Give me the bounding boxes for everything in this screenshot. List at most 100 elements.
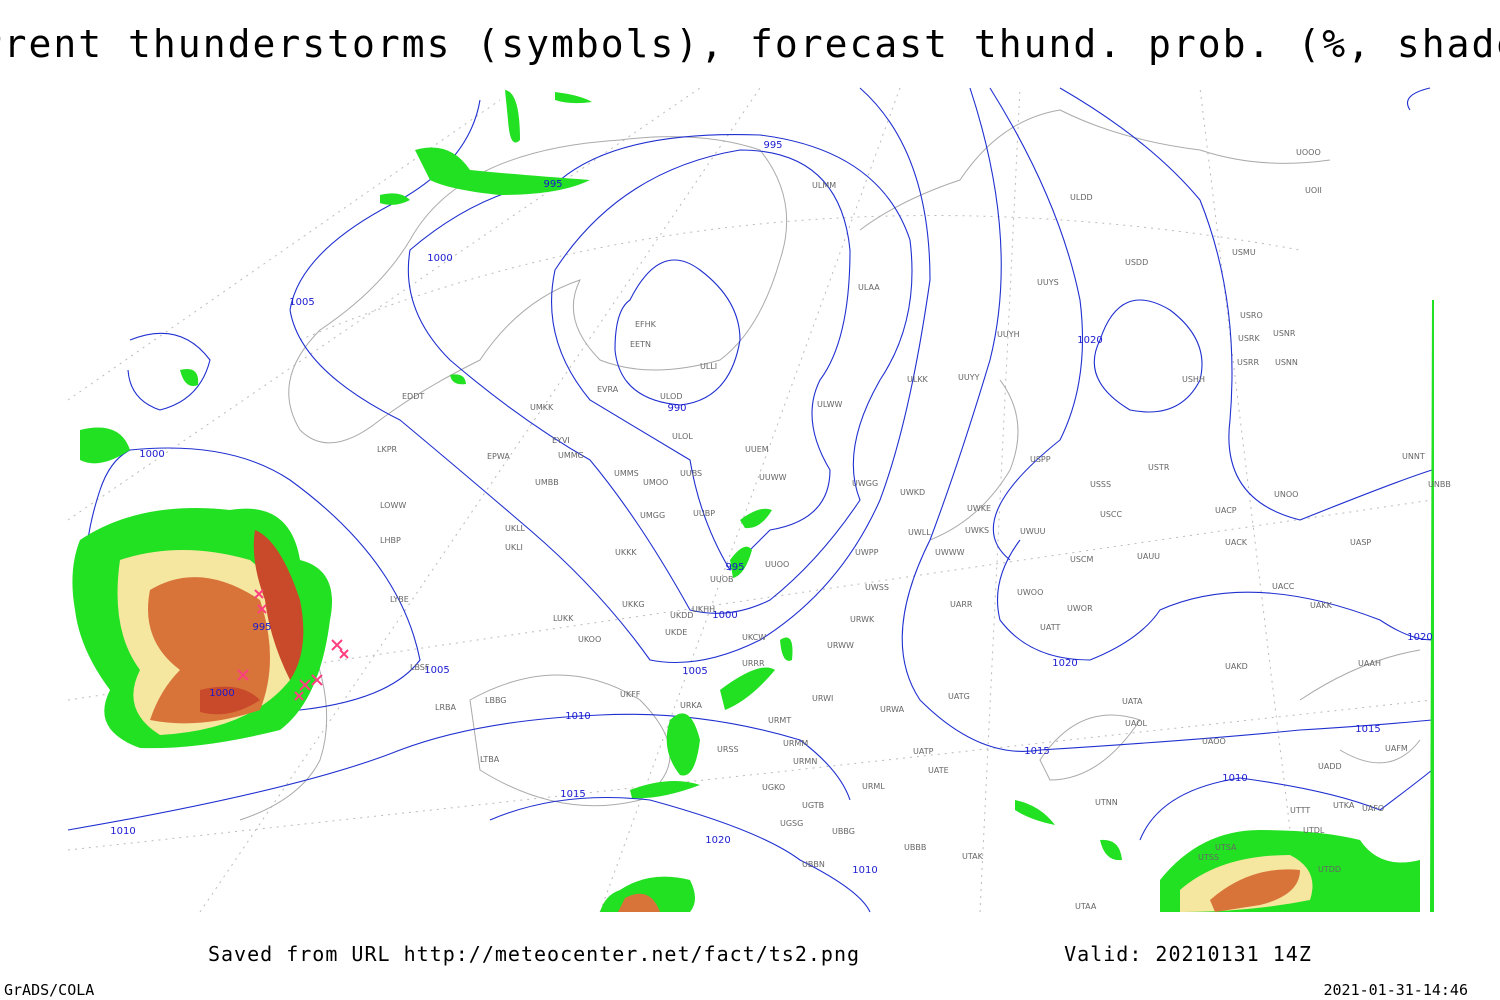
- station-code: LOWW: [380, 501, 406, 510]
- station-code: UTAA: [1075, 902, 1097, 911]
- station-code: UTKA: [1333, 801, 1355, 810]
- station-code: UWOO: [1017, 588, 1043, 597]
- station-code: UAKD: [1225, 662, 1248, 671]
- station-code: USSS: [1090, 480, 1111, 489]
- station-code: EETN: [630, 340, 651, 349]
- source-url: Saved from URL http://meteocenter.net/fa…: [208, 942, 860, 966]
- timestamp: 2021-01-31-14:46: [1324, 981, 1469, 999]
- station-code: UATT: [1040, 623, 1060, 632]
- station-code: UMKK: [530, 403, 554, 412]
- station-code: UUOO: [765, 560, 789, 569]
- station-code: UAUU: [1137, 552, 1160, 561]
- station-code: ULKK: [907, 375, 929, 384]
- station-code: UTTT: [1290, 806, 1310, 815]
- station-code: UKKK: [615, 548, 637, 557]
- station-code: ULWW: [817, 400, 842, 409]
- software: GrADS/COLA: [4, 981, 94, 999]
- isobar-label: 1000: [209, 688, 234, 699]
- isobar-label: 1000: [712, 610, 737, 621]
- station-code: UAFO: [1362, 804, 1384, 813]
- isobar-label: 1020: [705, 835, 730, 846]
- station-code: UNNT: [1402, 452, 1425, 461]
- station-code: URWA: [880, 705, 905, 714]
- station-code: EYVI: [552, 436, 570, 445]
- station-code: UUBP: [693, 509, 715, 518]
- station-code: UWWW: [935, 548, 965, 557]
- station-code: USDD: [1125, 258, 1148, 267]
- station-code: EDDT: [402, 392, 424, 401]
- station-code: ULLI: [700, 362, 717, 371]
- station-code: URKA: [680, 701, 703, 710]
- station-code: USNR: [1273, 329, 1296, 338]
- station-code: USHH: [1182, 375, 1205, 384]
- station-code: UNBB: [1428, 480, 1451, 489]
- station-code: UKLL: [505, 524, 526, 533]
- station-code: UATP: [913, 747, 934, 756]
- isobar-label: 1010: [565, 711, 590, 722]
- station-code: URML: [862, 782, 885, 791]
- station-code: UUYS: [1037, 278, 1059, 287]
- station-code: UWLL: [908, 528, 931, 537]
- station-code: UNOO: [1274, 490, 1298, 499]
- station-code: UWUU: [1020, 527, 1046, 536]
- station-code: UUBS: [680, 469, 702, 478]
- station-code: UKOO: [578, 635, 601, 644]
- thunderstorm-symbols: [237, 589, 349, 701]
- station-code: UBBN: [802, 860, 825, 869]
- station-code: UMMS: [614, 469, 639, 478]
- isobar-label: 1010: [1222, 773, 1247, 784]
- station-code: UAOL: [1125, 719, 1147, 728]
- station-code: USTR: [1148, 463, 1170, 472]
- station-code: ULAA: [858, 283, 880, 292]
- station-code: URSS: [717, 745, 739, 754]
- map-labels: 995 995 1000 1005 990 1020 1000 995 1000 1005 1005…: [110, 140, 1451, 911]
- isobar-label: 1000: [427, 253, 452, 264]
- station-code: UATG: [948, 692, 970, 701]
- station-code: UGTB: [802, 801, 824, 810]
- isobar-label: 990: [667, 403, 686, 414]
- station-code: UKCW: [742, 633, 766, 642]
- station-code: UMGG: [640, 511, 665, 520]
- isobar-label: 1015: [1355, 724, 1380, 735]
- station-code: LYBE: [390, 595, 409, 604]
- station-code: UWSS: [865, 583, 889, 592]
- station-code: UKKG: [622, 600, 645, 609]
- station-code: LKPR: [377, 445, 398, 454]
- station-code: LHBP: [380, 536, 401, 545]
- station-code: LRBA: [435, 703, 457, 712]
- station-code: UTSS: [1198, 853, 1219, 862]
- station-code: UUYY: [958, 373, 980, 382]
- graticule: [67, 87, 1433, 913]
- station-code: URMN: [793, 757, 817, 766]
- station-code: UUEM: [745, 445, 769, 454]
- station-code: UACC: [1272, 582, 1295, 591]
- station-code: USCC: [1100, 510, 1123, 519]
- station-code: UADD: [1318, 762, 1342, 771]
- station-code: ULMM: [812, 181, 836, 190]
- station-code: ULOD: [660, 392, 682, 401]
- station-code: UUYH: [997, 330, 1020, 339]
- station-code: URMM: [783, 739, 808, 748]
- isobar-label: 995: [252, 622, 271, 633]
- station-code: URWW: [827, 641, 854, 650]
- isobar-label: 1015: [1024, 746, 1049, 757]
- isobar-label: 995: [763, 140, 782, 151]
- station-code: UACK: [1225, 538, 1248, 547]
- station-code: LTBA: [480, 755, 500, 764]
- station-code: UMMG: [558, 451, 584, 460]
- station-code: UKFF: [620, 690, 641, 699]
- isobar-label: 1020: [1052, 658, 1077, 669]
- isobar-label: 1000: [139, 449, 164, 460]
- station-code: UATE: [928, 766, 949, 775]
- station-code: UWKS: [965, 526, 989, 535]
- station-code: UWGG: [852, 479, 878, 488]
- station-code: UOOO: [1296, 148, 1321, 157]
- station-code: USPP: [1030, 455, 1051, 464]
- station-code: UKDD: [670, 611, 693, 620]
- station-code: UGSG: [780, 819, 803, 828]
- station-code: UUOB: [710, 575, 734, 584]
- station-code: UMBB: [535, 478, 559, 487]
- title: Current thunderstorms (symbols), forecas…: [0, 22, 1500, 66]
- station-code: URMT: [768, 716, 791, 725]
